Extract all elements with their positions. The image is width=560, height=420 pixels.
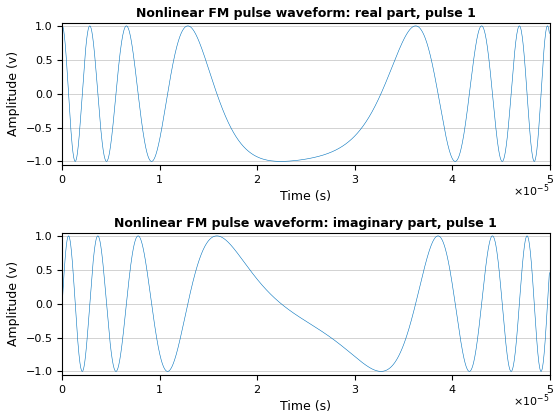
Title: Nonlinear FM pulse waveform: real part, pulse 1: Nonlinear FM pulse waveform: real part, … [136,7,476,20]
X-axis label: Time (s): Time (s) [281,400,332,413]
Text: $\times10^{-5}$: $\times10^{-5}$ [513,182,549,199]
Y-axis label: Amplitude (v): Amplitude (v) [7,51,20,136]
X-axis label: Time (s): Time (s) [281,190,332,203]
Title: Nonlinear FM pulse waveform: imaginary part, pulse 1: Nonlinear FM pulse waveform: imaginary p… [114,217,497,230]
Text: $\times10^{-5}$: $\times10^{-5}$ [513,392,549,409]
Y-axis label: Amplitude (v): Amplitude (v) [7,261,20,346]
